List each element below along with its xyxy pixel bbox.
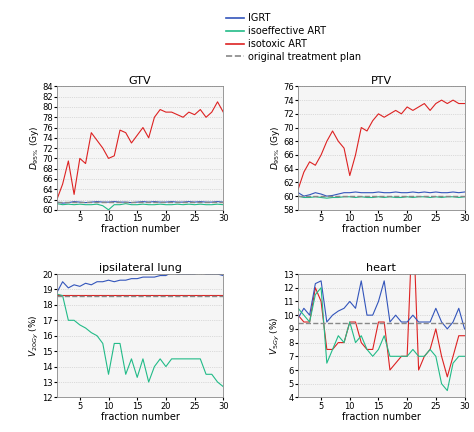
- Y-axis label: $D_{95\%}$ (Gy): $D_{95\%}$ (Gy): [269, 126, 282, 170]
- Title: ipsilateral lung: ipsilateral lung: [99, 263, 182, 273]
- Title: GTV: GTV: [129, 76, 151, 86]
- X-axis label: fraction number: fraction number: [342, 412, 421, 422]
- Y-axis label: $V_{20Gy}$ (%): $V_{20Gy}$ (%): [27, 314, 41, 357]
- Y-axis label: $V_{5Gy}$ (%): $V_{5Gy}$ (%): [269, 316, 282, 355]
- Legend: IGRT, isoeffective ART, isotoxic ART, original treatment plan: IGRT, isoeffective ART, isotoxic ART, or…: [222, 9, 365, 66]
- X-axis label: fraction number: fraction number: [100, 412, 180, 422]
- Title: PTV: PTV: [371, 76, 392, 86]
- Title: heart: heart: [366, 263, 396, 273]
- X-axis label: fraction number: fraction number: [100, 224, 180, 235]
- X-axis label: fraction number: fraction number: [342, 224, 421, 235]
- Y-axis label: $D_{95\%}$ (Gy): $D_{95\%}$ (Gy): [27, 126, 41, 170]
